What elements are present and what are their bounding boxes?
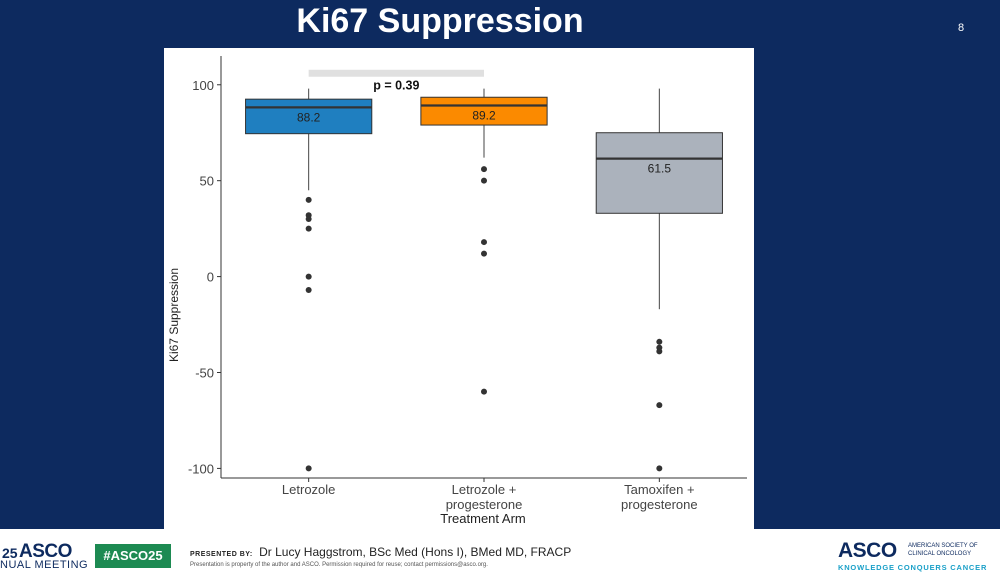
outlier-point — [481, 177, 487, 184]
x-tick-label: progesterone — [621, 497, 698, 512]
hashtag-badge: #ASCO25 — [95, 544, 171, 568]
y-tick-label: 0 — [207, 270, 214, 285]
footer-bar: 25 ASCO NUAL MEETING #ASCO25 PRESENTED B… — [0, 529, 1000, 578]
y-axis-title: Ki67 Suppression — [167, 268, 181, 362]
meeting-year: 25 — [2, 545, 18, 561]
y-tick-label: -50 — [195, 366, 214, 381]
asco-tagline: KNOWLEDGE CONQUERS CANCER — [838, 563, 988, 572]
asco-logo: ASCO — [838, 539, 897, 562]
chart-plot-area: 88.2 89.2 61.5 p = 0.39 — [245, 69, 723, 472]
outlier-point — [305, 225, 312, 232]
outlier-point — [656, 348, 663, 355]
slide-title: Ki67 Suppression — [296, 2, 584, 40]
outlier-point — [481, 250, 487, 257]
presenter-line: PRESENTED BY: Dr Lucy Haggstrom, BSc Med… — [190, 545, 571, 559]
outlier-point — [305, 287, 312, 294]
y-tick-label: -100 — [188, 461, 214, 476]
asco-org-name: AMERICAN SOCIETY OF CLINICAL ONCOLOGY — [908, 543, 978, 557]
slide-page-number: 8 — [958, 22, 965, 34]
median-label: 88.2 — [297, 110, 321, 124]
outlier-point — [305, 273, 312, 280]
outlier-point — [305, 196, 312, 203]
meeting-logo: ASCO — [19, 541, 72, 562]
x-axis-title: Treatment Arm — [440, 511, 525, 526]
presented-by-label: PRESENTED BY: — [190, 551, 253, 558]
p-value-label: p = 0.39 — [373, 78, 419, 92]
box — [420, 96, 548, 126]
outlier-point — [656, 465, 663, 472]
y-tick-label: 100 — [192, 78, 214, 93]
outlier-point — [656, 338, 663, 345]
outlier-point — [656, 402, 663, 409]
meeting-subtitle: NUAL MEETING — [0, 559, 89, 571]
median-label: 89.2 — [472, 108, 496, 122]
disclaimer-text: Presentation is property of the author a… — [190, 562, 488, 568]
outlier-point — [481, 166, 487, 173]
outlier-point — [481, 388, 487, 395]
chart-panel: -100 -50 0 50 100 Letrozole Letrozole + progest… — [164, 48, 754, 530]
significance-bar — [308, 69, 484, 77]
box — [245, 98, 373, 135]
outlier-point — [481, 239, 487, 246]
x-tick-label: Letrozole — [282, 482, 335, 497]
box — [595, 132, 723, 214]
outlier-point — [305, 465, 312, 472]
median-label: 61.5 — [648, 162, 672, 176]
presenter-name: Dr Lucy Haggstrom, BSc Med (Hons I), BMe… — [259, 545, 572, 559]
outlier-point — [305, 216, 312, 223]
x-tick-label: progesterone — [446, 497, 523, 512]
y-tick-label: 50 — [200, 174, 214, 189]
x-tick-label: Tamoxifen + — [624, 482, 694, 497]
x-tick-label: Letrozole + — [452, 482, 517, 497]
